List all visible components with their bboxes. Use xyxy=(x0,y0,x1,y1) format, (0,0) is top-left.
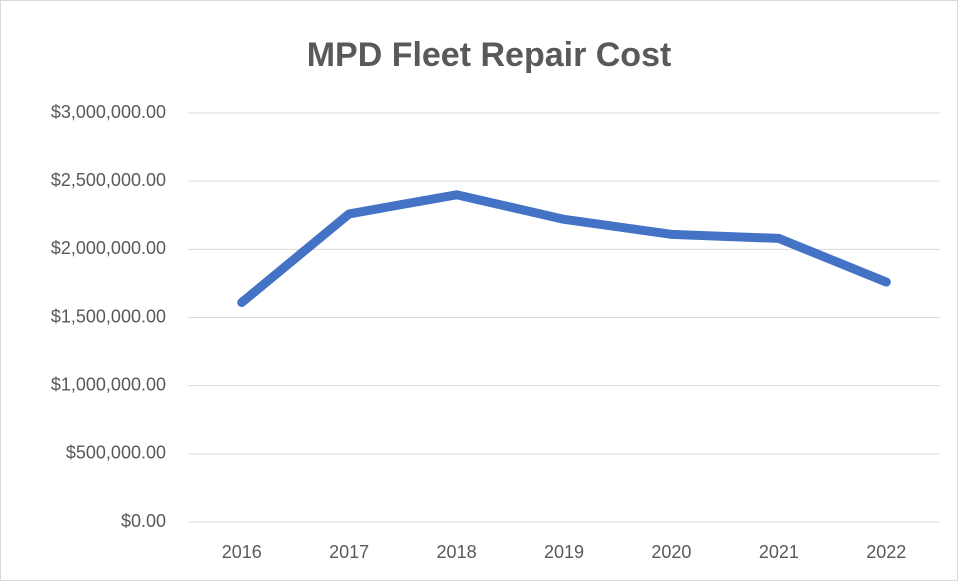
y-tick-label: $1,500,000.00 xyxy=(51,306,166,326)
x-tick-label: 2017 xyxy=(329,542,369,562)
line-series xyxy=(237,190,891,308)
y-tick-label: $3,000,000.00 xyxy=(51,102,166,122)
x-tick-label: 2016 xyxy=(222,542,262,562)
x-tick-label: 2018 xyxy=(437,542,477,562)
y-tick-label: $500,000.00 xyxy=(66,443,166,463)
y-tick-label: $2,500,000.00 xyxy=(51,170,166,190)
y-tick-label: $2,000,000.00 xyxy=(51,238,166,258)
x-tick-label: 2019 xyxy=(544,542,584,562)
chart-title: MPD Fleet Repair Cost xyxy=(307,36,672,74)
x-tick-label: 2021 xyxy=(759,542,799,562)
x-tick-label: 2022 xyxy=(866,542,906,562)
x-tick-label: 2020 xyxy=(651,542,691,562)
y-tick-label: $0.00 xyxy=(121,511,166,531)
y-tick-label: $1,000,000.00 xyxy=(51,374,166,394)
